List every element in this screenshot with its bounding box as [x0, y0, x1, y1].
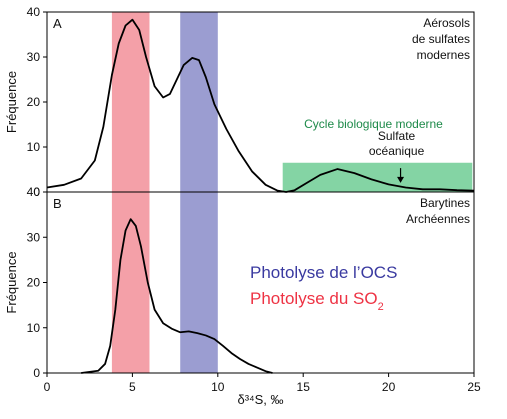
panel-a: Cycle biologique moderne 0 10 20 30 40 Fréquen…: [4, 5, 475, 199]
x-tick-label: 10: [211, 380, 225, 394]
y-tick-label: 20: [27, 95, 41, 109]
distribution-line-a: [46, 18, 475, 193]
y-axis-label: Fréquence: [4, 251, 19, 313]
y-tick-label: 10: [27, 140, 41, 154]
shade-photolysis-so2: [111, 12, 150, 192]
x-tick-label: 15: [297, 380, 311, 394]
legend-photolyse-so2: Photolyse du SO2: [250, 289, 384, 313]
oceanic-sulfate-label: océanique: [369, 144, 425, 158]
corner-annotation-line: Aérosols: [423, 16, 470, 30]
corner-annotation-line: Barytines: [420, 196, 470, 210]
y-tick-label: 30: [27, 50, 41, 64]
y-tick-label: 40: [27, 5, 41, 19]
distribution-line-b: [81, 218, 273, 374]
x-tick-label: 5: [129, 380, 136, 394]
y-tick-label: 40: [27, 185, 41, 199]
y-axis-label: Fréquence: [4, 71, 19, 133]
y-tick-label: 30: [27, 230, 41, 244]
panel-letter-a: A: [53, 16, 62, 31]
x-tick-label: 20: [382, 380, 396, 394]
panel-letter-b: B: [53, 196, 62, 211]
y-tick-label: 20: [27, 276, 41, 290]
shade-photolysis-ocs: [180, 12, 218, 192]
oceanic-sulfate-label: Sulfate: [378, 129, 416, 143]
legend-photolyse-ocs: Photolyse de l’OCS: [250, 263, 397, 282]
corner-annotation-line: de sulfates: [412, 32, 470, 46]
shade-biological-cycle: [282, 162, 473, 192]
y-tick-label: 10: [27, 321, 41, 335]
corner-annotation-line: Archéennes: [406, 212, 470, 226]
y-tick-label: 0: [33, 185, 40, 199]
x-tick-label: 0: [44, 380, 51, 394]
cycle-biologique-label: Cycle biologique moderne: [304, 117, 443, 131]
shade-photolysis-ocs: [180, 192, 218, 373]
x-tick-label: 25: [467, 380, 481, 394]
x-axis-label: δ³⁴S, ‰: [237, 392, 283, 407]
y-tick-label: 0: [33, 366, 40, 380]
arrow-head: [397, 176, 405, 183]
corner-annotation-line: modernes: [417, 48, 470, 62]
